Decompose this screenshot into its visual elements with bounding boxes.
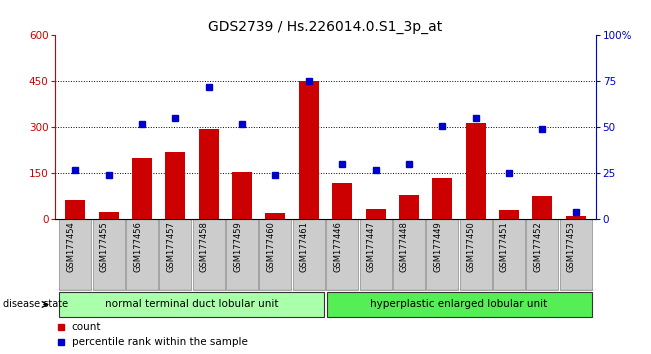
Title: GDS2739 / Hs.226014.0.S1_3p_at: GDS2739 / Hs.226014.0.S1_3p_at (208, 21, 443, 34)
Bar (332, 183, 352, 219)
Bar (432, 178, 452, 219)
Text: GSM177455: GSM177455 (100, 221, 109, 272)
Text: GSM177451: GSM177451 (500, 221, 509, 272)
Bar (460, 219, 492, 290)
Bar (365, 209, 385, 219)
Text: GSM177460: GSM177460 (266, 221, 275, 272)
Text: GSM177448: GSM177448 (400, 221, 409, 272)
Bar (59, 219, 91, 290)
Bar (260, 219, 292, 290)
Bar (293, 219, 325, 290)
Bar (299, 81, 319, 219)
Text: GSM177457: GSM177457 (167, 221, 175, 272)
Bar (526, 219, 559, 290)
Bar (165, 152, 186, 219)
Text: GSM177446: GSM177446 (333, 221, 342, 272)
Bar (132, 158, 152, 219)
Text: GSM177452: GSM177452 (533, 221, 542, 272)
Bar (126, 219, 158, 290)
Bar (566, 216, 586, 219)
Bar (426, 219, 458, 290)
Bar (232, 172, 252, 219)
Text: GSM177461: GSM177461 (300, 221, 309, 272)
Bar (465, 123, 486, 219)
Bar (199, 129, 219, 219)
Text: GSM177454: GSM177454 (66, 221, 76, 272)
Text: hyperplastic enlarged lobular unit: hyperplastic enlarged lobular unit (370, 299, 547, 309)
Text: disease state: disease state (3, 299, 68, 309)
Bar (193, 219, 225, 290)
Text: GSM177450: GSM177450 (467, 221, 476, 272)
Bar (399, 195, 419, 219)
Bar (226, 219, 258, 290)
Bar (59, 292, 324, 317)
Bar (326, 219, 358, 290)
Bar (159, 219, 191, 290)
Bar (359, 219, 391, 290)
Text: count: count (72, 321, 101, 332)
Bar (266, 213, 286, 219)
Text: GSM177459: GSM177459 (233, 221, 242, 272)
Text: GSM177458: GSM177458 (200, 221, 209, 272)
Text: GSM177449: GSM177449 (433, 221, 442, 272)
Text: GSM177447: GSM177447 (367, 221, 376, 272)
Text: normal terminal duct lobular unit: normal terminal duct lobular unit (105, 299, 279, 309)
Bar (99, 212, 118, 219)
Bar (493, 219, 525, 290)
Bar (327, 292, 592, 317)
Text: GSM177456: GSM177456 (133, 221, 142, 272)
Text: percentile rank within the sample: percentile rank within the sample (72, 337, 247, 348)
Bar (65, 200, 85, 219)
Bar (560, 219, 592, 290)
Bar (533, 196, 552, 219)
Text: GSM177453: GSM177453 (566, 221, 575, 272)
Bar (393, 219, 425, 290)
Bar (499, 210, 519, 219)
Bar (92, 219, 125, 290)
